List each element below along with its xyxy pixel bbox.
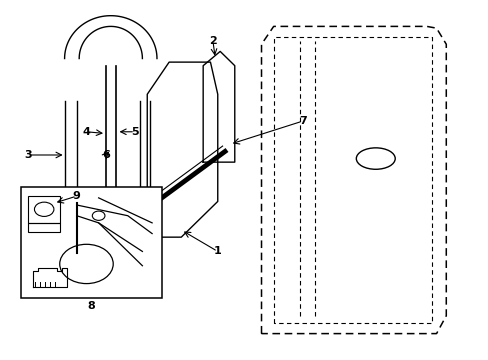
Text: 7: 7 <box>298 116 306 126</box>
Text: 5: 5 <box>131 127 139 137</box>
Bar <box>21 187 162 298</box>
Bar <box>28 196 60 223</box>
Text: 2: 2 <box>208 36 216 46</box>
Text: 6: 6 <box>102 150 110 160</box>
Bar <box>28 223 60 232</box>
Text: 1: 1 <box>213 247 221 256</box>
Text: 3: 3 <box>24 150 32 160</box>
Text: 8: 8 <box>87 301 95 311</box>
Text: 9: 9 <box>73 191 81 201</box>
Text: 4: 4 <box>82 127 90 137</box>
